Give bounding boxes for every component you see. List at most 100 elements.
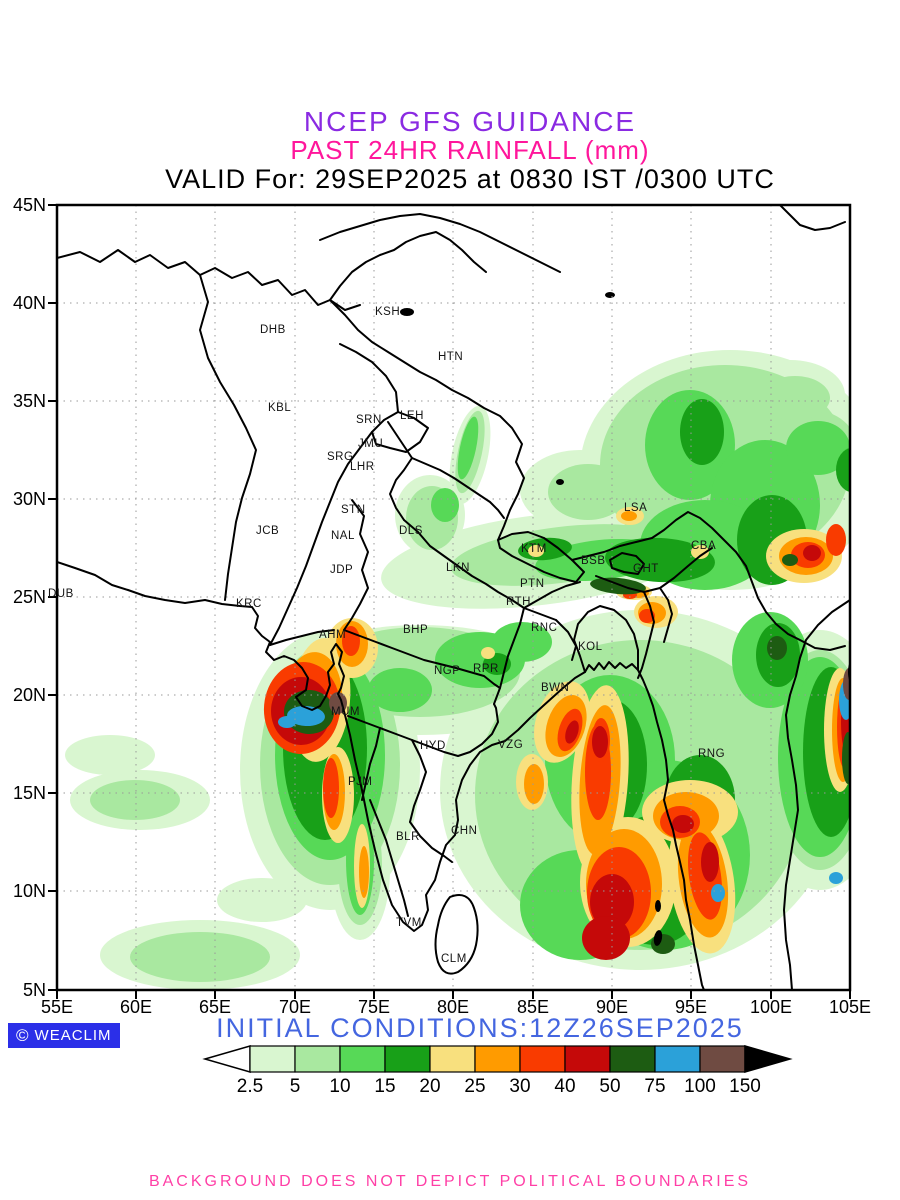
station-label-cba: CBA xyxy=(691,540,717,552)
weaclim-logo-text: WEACLIM xyxy=(34,1027,112,1044)
station-label-ptn: PTN xyxy=(520,578,545,590)
legend-cell xyxy=(519,1045,566,1073)
initial-conditions-label: INITIAL CONDITIONS:12Z26SEP2025 xyxy=(216,1013,744,1043)
station-label-rnc: RNC xyxy=(531,622,558,634)
legend-tick-label: 2.5 xyxy=(236,1076,264,1097)
legend-cell xyxy=(699,1045,746,1073)
map-title-valid-line: VALID For: 29SEP2025 at 0830 IST /0300 U… xyxy=(165,164,775,194)
copyright-icon: © xyxy=(16,1026,30,1045)
legend-tick-label: 100 xyxy=(684,1076,716,1097)
station-label-krc: KRC xyxy=(236,598,262,610)
legend-cell xyxy=(609,1045,656,1073)
weaclim-logo: © WEACLIM xyxy=(8,1023,120,1048)
lat-tick-label: 40N xyxy=(12,293,46,313)
lon-tick-label: 90E xyxy=(595,997,629,1017)
station-label-jdp: JDP xyxy=(330,564,354,576)
station-label-stn: STN xyxy=(341,504,366,516)
legend-cell xyxy=(339,1045,386,1073)
lon-tick-label: 70E xyxy=(278,997,312,1017)
station-label-jcb: JCB xyxy=(256,525,280,537)
lon-tick-label: 105E xyxy=(828,997,872,1017)
station-label-dub: DUB xyxy=(48,588,74,600)
station-label-clm: CLM xyxy=(441,953,467,965)
station-label-lkn: LKN xyxy=(446,562,470,574)
station-label-rth: RTH xyxy=(506,596,531,608)
legend-tick-label: 25 xyxy=(464,1076,486,1097)
legend-tick-label: 150 xyxy=(729,1076,761,1097)
lon-tick-label: 55E xyxy=(40,997,74,1017)
station-label-leh: LEH xyxy=(400,410,424,422)
lon-tick-label: 75E xyxy=(357,997,391,1017)
station-label-mum: MUM xyxy=(331,706,360,718)
station-label-dls: DLS xyxy=(399,525,423,537)
map-title-line2: PAST 24HR RAINFALL (mm) xyxy=(290,135,650,165)
lon-tick-label: 95E xyxy=(674,997,708,1017)
station-label-pjm: PJM xyxy=(348,776,373,788)
station-label-ngp: NGP xyxy=(434,665,461,677)
legend-cell xyxy=(564,1045,611,1073)
station-label-srn: SRN xyxy=(356,414,382,426)
legend-cell xyxy=(294,1045,341,1073)
station-label-ksh: KSH xyxy=(375,306,401,318)
station-label-kol: KOL xyxy=(578,641,603,653)
station-label-blr: BLR xyxy=(396,831,420,843)
legend-tick-label: 10 xyxy=(329,1076,351,1097)
station-label-bsb: BSB xyxy=(581,555,606,567)
lat-tick-label: 5N xyxy=(22,980,46,1000)
lat-tick-label: 10N xyxy=(12,881,46,901)
legend-cell xyxy=(384,1045,431,1073)
legend-left-arrow xyxy=(202,1045,251,1073)
lon-tick-label: 100E xyxy=(749,997,793,1017)
legend-tick-label: 30 xyxy=(509,1076,531,1097)
lat-tick-label: 15N xyxy=(12,783,46,803)
station-label-nal: NAL xyxy=(331,530,355,542)
station-label-jmu: JMU xyxy=(358,438,384,450)
station-label-kbl: KBL xyxy=(268,402,292,414)
rainfall-legend-colorbar xyxy=(202,1045,793,1073)
legend-tick-label: 5 xyxy=(289,1076,301,1097)
graticule xyxy=(57,205,850,990)
station-label-rpr: RPR xyxy=(473,663,499,675)
legend-cell xyxy=(654,1045,701,1073)
legend-right-arrow xyxy=(744,1045,793,1073)
coastlines-boundaries xyxy=(57,205,850,990)
lat-tick-label: 20N xyxy=(12,685,46,705)
station-label-dhb: DHB xyxy=(260,324,286,336)
station-label-vzg: VZG xyxy=(498,739,524,751)
station-label-lhr: LHR xyxy=(350,461,375,473)
station-label-ktm: KTM xyxy=(521,543,547,555)
station-label-rng: RNG xyxy=(698,748,726,760)
station-label-bwn: BWN xyxy=(541,682,570,694)
station-label-srg: SRG xyxy=(327,451,354,463)
legend-cell xyxy=(474,1045,521,1073)
legend-cell xyxy=(429,1045,476,1073)
station-label-ahm: AHM xyxy=(319,629,347,641)
lon-tick-label: 60E xyxy=(119,997,153,1017)
station-label-htn: HTN xyxy=(438,351,464,363)
lat-tick-label: 35N xyxy=(12,391,46,411)
rainfall-shading xyxy=(65,292,850,990)
disclaimer-footer: BACKGROUND DOES NOT DEPICT POLITICAL BOU… xyxy=(148,1173,752,1190)
station-label-ght: GHT xyxy=(633,563,659,575)
station-label-chn: CHN xyxy=(451,825,478,837)
axis-ticks xyxy=(48,204,851,999)
station-label-bhp: BHP xyxy=(403,624,429,636)
legend-cell xyxy=(249,1045,296,1073)
station-label-hyd: HYD xyxy=(420,740,446,752)
legend-tick-label: 50 xyxy=(599,1076,621,1097)
legend-tick-label: 15 xyxy=(374,1076,396,1097)
legend-tick-label: 20 xyxy=(419,1076,441,1097)
station-label-lsa: LSA xyxy=(624,502,648,514)
lat-tick-label: 45N xyxy=(12,195,46,215)
station-label-tvm: TVM xyxy=(396,917,422,929)
lon-tick-label: 80E xyxy=(436,997,470,1017)
map-title-line1: NCEP GFS GUIDANCE xyxy=(303,106,637,137)
lon-tick-label: 65E xyxy=(198,997,232,1017)
legend-tick-label: 40 xyxy=(554,1076,576,1097)
lat-tick-label: 25N xyxy=(12,587,46,607)
lon-tick-label: 85E xyxy=(516,997,550,1017)
lat-tick-label: 30N xyxy=(12,489,46,509)
legend-tick-label: 75 xyxy=(644,1076,666,1097)
